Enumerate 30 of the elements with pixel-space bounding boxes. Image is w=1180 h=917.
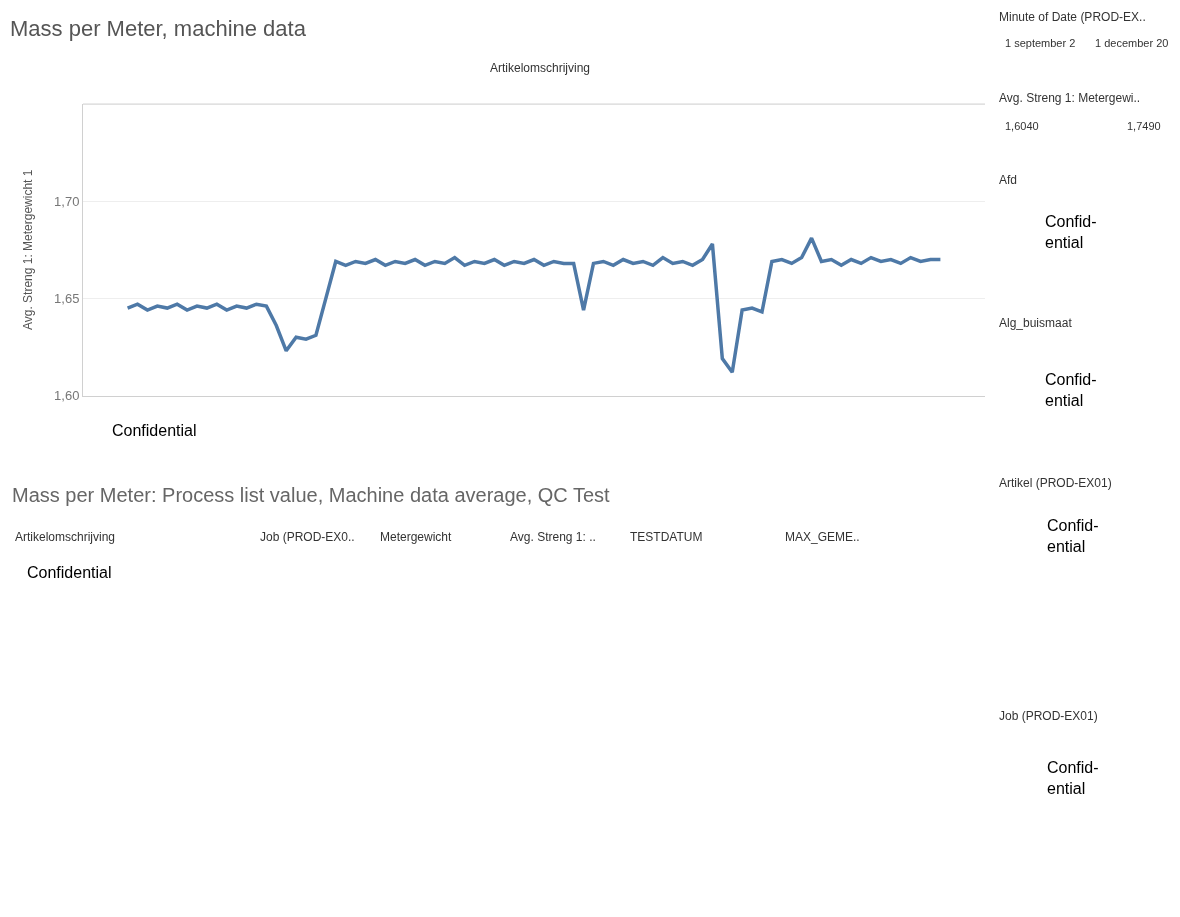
text: Artikel (PROD-EX01) xyxy=(999,476,1112,490)
y-tick-label: 1,65 xyxy=(54,290,80,306)
text: Confidential xyxy=(112,422,197,439)
text: Confid- ential xyxy=(1045,213,1097,251)
text: Minute of Date (PROD-EX.. xyxy=(999,10,1146,24)
y-tick-label: 1,60 xyxy=(54,388,80,404)
text: Job (PROD-EX0.. xyxy=(260,530,355,544)
text: 1 december 20 xyxy=(1095,37,1169,49)
text: Avg. Streng 1: Metergewi.. xyxy=(999,91,1141,105)
text: Artikelomschrijving xyxy=(15,530,116,544)
text: Confid- ential xyxy=(1047,759,1099,797)
text: Mass per Meter: Process list value, Machine data average, QC Test xyxy=(12,484,611,506)
text: Afd xyxy=(999,173,1018,187)
text: Confidential xyxy=(27,564,112,581)
line-series xyxy=(125,236,943,374)
y-tick-label: 1,70 xyxy=(54,193,80,209)
text: Artikelomschrijving xyxy=(490,61,591,75)
text: 1,6040 xyxy=(1005,120,1039,132)
text: 1,7490 xyxy=(1127,120,1161,132)
text: TESTDATUM xyxy=(630,530,703,544)
text: Alg_buismaat xyxy=(999,316,1073,330)
text: Confid- ential xyxy=(1045,371,1097,409)
text: Job (PROD-EX01) xyxy=(999,709,1098,723)
text: 1 september 2 xyxy=(1005,37,1076,49)
y-axis-title: Avg. Streng 1: Metergewicht 1 xyxy=(21,169,36,331)
text: Confid- ential xyxy=(1047,517,1099,555)
text: Metergewicht xyxy=(380,530,453,544)
text: MAX_GEME.. xyxy=(785,530,860,544)
chart-title: Mass per Meter, machine data xyxy=(10,15,307,41)
text: Avg. Streng 1: .. xyxy=(510,530,596,544)
